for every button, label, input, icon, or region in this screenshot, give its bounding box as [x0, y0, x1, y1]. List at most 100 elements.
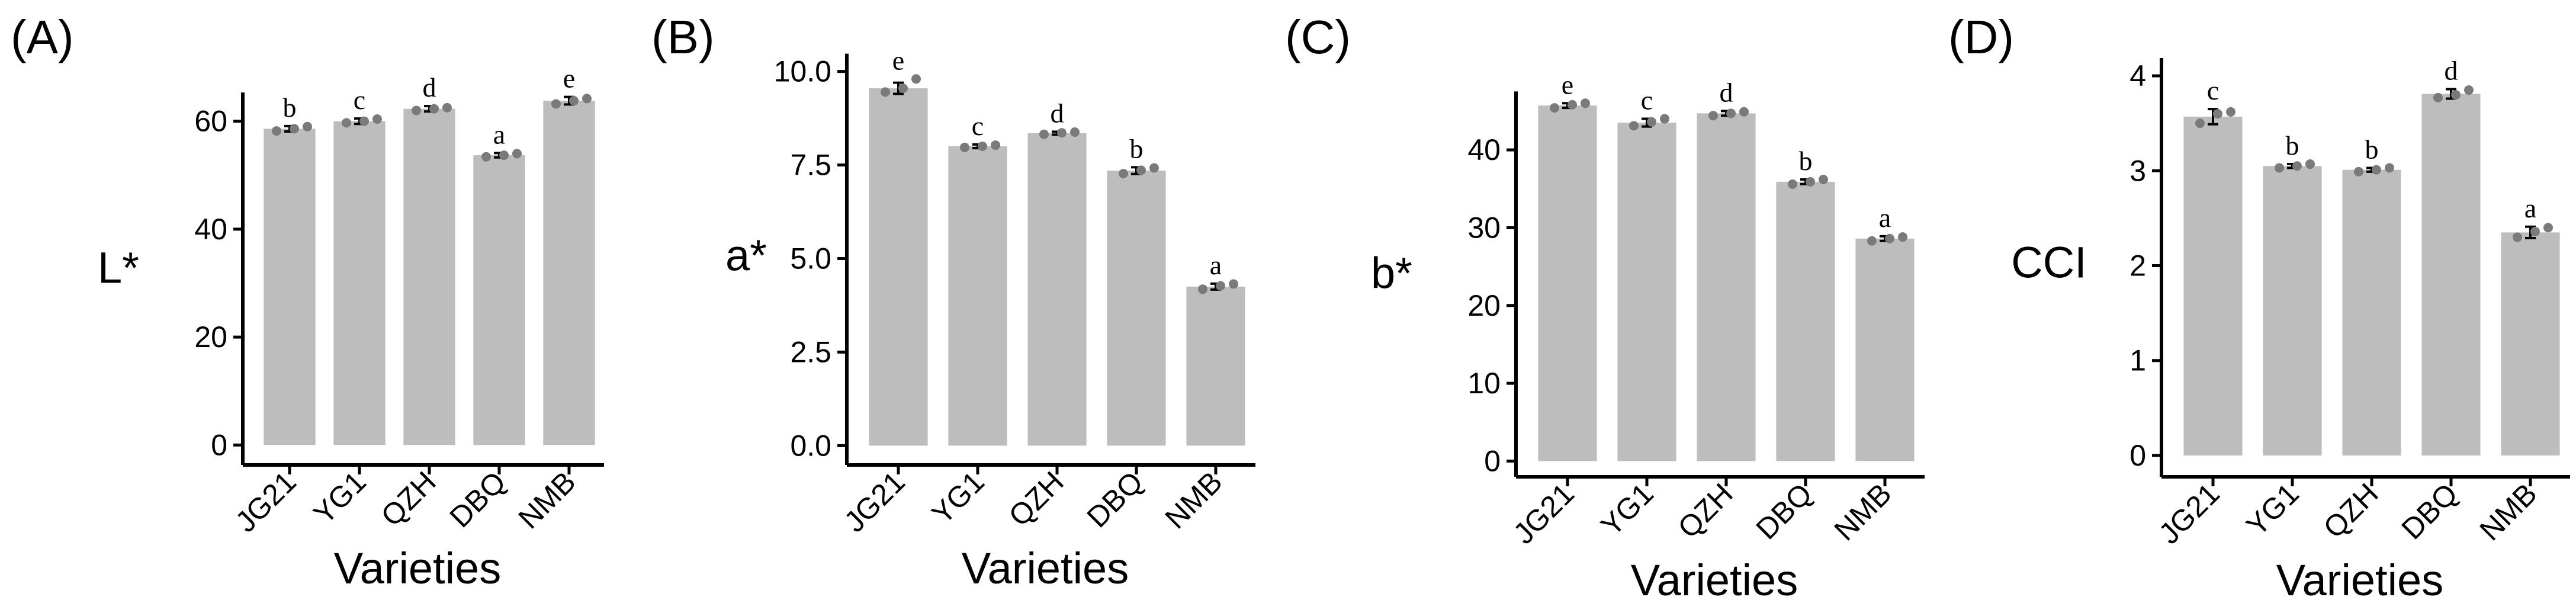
data-point	[1647, 117, 1656, 127]
chart-panel-c: (C) b* e JG21 c YG1 d QZH b DBQ a NMB 0 10 20 30 40 Varie…	[1285, 11, 1925, 605]
panel-label: (C)	[1285, 11, 1351, 63]
data-point	[429, 104, 439, 114]
y-tick-label: 40	[194, 213, 227, 246]
bar	[2183, 116, 2243, 455]
bar	[543, 101, 595, 445]
data-point	[2354, 166, 2363, 177]
data-point	[372, 114, 382, 124]
significance-letter: d	[2445, 55, 2458, 85]
y-tick-label: 3	[2129, 154, 2146, 187]
data-point	[1898, 232, 1907, 242]
x-tick-label: JG21	[2153, 477, 2226, 550]
x-tick-label: JG21	[1507, 477, 1581, 550]
x-tick-label: NMB	[512, 465, 582, 535]
x-tick-label: YG1	[307, 465, 372, 530]
data-point	[1149, 163, 1159, 173]
bar	[1538, 105, 1597, 461]
significance-letter: b	[1799, 146, 1813, 176]
data-point	[290, 124, 299, 134]
data-point	[569, 96, 579, 106]
bar	[264, 129, 316, 445]
significance-letter: c	[354, 85, 365, 115]
data-point	[1819, 174, 1828, 184]
y-tick-label: 0.0	[790, 429, 831, 462]
chart-panel-a: (A) L* b JG21 c YG1 d QZH a DBQ e NMB 0 20 40 60 Varieti…	[11, 11, 604, 593]
data-point	[911, 74, 921, 84]
significance-letter: b	[283, 92, 297, 123]
data-point	[1581, 98, 1590, 108]
significance-letter: e	[563, 63, 575, 94]
data-point	[359, 116, 369, 126]
data-point	[1198, 284, 1207, 294]
data-point	[978, 141, 987, 151]
bar	[333, 121, 386, 445]
significance-letter: c	[972, 111, 984, 141]
y-tick-label: 1	[2129, 344, 2146, 377]
significance-letter: d	[1051, 98, 1064, 128]
y-axis-label: CCI	[2011, 238, 2086, 287]
data-point	[1867, 236, 1877, 246]
data-point	[1070, 127, 1080, 137]
x-tick-label: JG21	[229, 465, 303, 538]
y-axis-label: b*	[1371, 249, 1412, 298]
bar	[1027, 133, 1087, 446]
data-point	[2292, 161, 2302, 171]
significance-letter: a	[1879, 203, 1891, 233]
data-point	[272, 126, 281, 136]
data-point	[2433, 92, 2443, 102]
x-tick-label: YG1	[1594, 477, 1659, 542]
data-point	[1550, 103, 1559, 113]
bar	[1617, 123, 1676, 461]
y-tick-label: 7.5	[790, 149, 831, 182]
data-point	[991, 140, 1000, 150]
y-axis-label: a*	[725, 231, 767, 280]
data-point	[481, 152, 491, 162]
panel-label: (D)	[1948, 11, 2014, 63]
data-point	[1726, 108, 1736, 118]
significance-letter: c	[1641, 85, 1653, 116]
significance-letter: a	[493, 119, 505, 149]
data-point	[2226, 107, 2235, 117]
data-point	[582, 94, 592, 104]
data-point	[2372, 165, 2381, 175]
x-tick-label: YG1	[2240, 477, 2305, 542]
data-point	[1806, 177, 1815, 187]
y-tick-label: 20	[1467, 289, 1501, 322]
y-tick-label: 0	[1484, 444, 1501, 477]
x-tick-label: DBQ	[2395, 477, 2464, 546]
data-point	[1788, 179, 1797, 189]
data-point	[1136, 165, 1146, 175]
x-tick-label: NMB	[1828, 477, 1898, 547]
x-tick-label: QZH	[2317, 477, 2385, 544]
data-point	[442, 102, 452, 113]
data-point	[2513, 232, 2522, 242]
bar	[948, 146, 1007, 446]
y-tick-label: 60	[194, 105, 227, 138]
bar	[1107, 171, 1166, 446]
y-tick-label: 40	[1467, 133, 1501, 166]
y-tick-label: 5.0	[790, 242, 831, 275]
data-point	[898, 84, 908, 94]
bar	[2342, 169, 2401, 455]
x-tick-label: DBQ	[444, 465, 512, 534]
x-tick-label: QZH	[1003, 465, 1070, 532]
y-axis-label: L*	[98, 243, 139, 293]
significance-letter: b	[2286, 130, 2299, 161]
data-point	[2464, 85, 2474, 95]
data-point	[1119, 169, 1128, 179]
significance-letter: c	[2207, 75, 2219, 105]
y-tick-label: 10	[1467, 367, 1501, 400]
significance-letter: d	[1720, 77, 1733, 107]
y-tick-label: 0	[2129, 439, 2146, 472]
data-point	[2195, 118, 2205, 129]
data-point	[2385, 163, 2394, 173]
data-point	[881, 87, 890, 97]
bar	[1776, 181, 1835, 461]
bar	[1855, 238, 1915, 461]
bar	[2421, 94, 2481, 455]
bar	[869, 88, 928, 446]
y-tick-label: 0	[211, 428, 227, 461]
x-tick-label: DBQ	[1081, 465, 1149, 534]
bar	[473, 155, 525, 445]
data-point	[2530, 226, 2540, 236]
